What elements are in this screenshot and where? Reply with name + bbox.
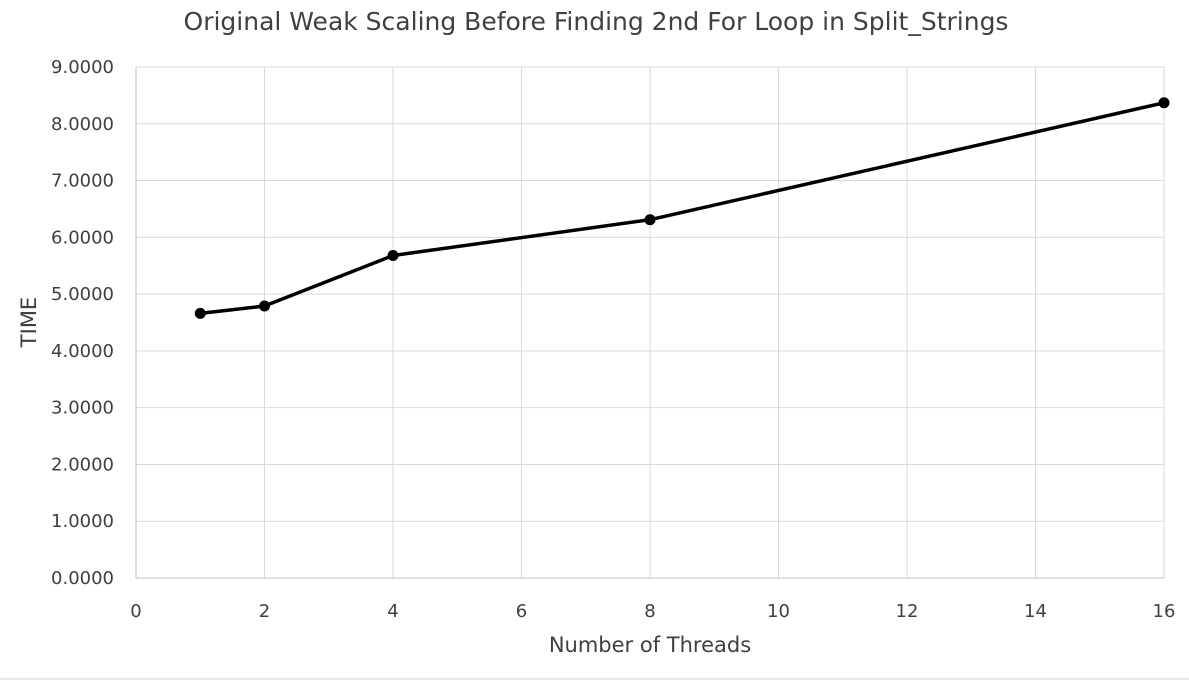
- x-tick-label: 6: [516, 601, 527, 622]
- series-layer: [194, 97, 1170, 319]
- x-tick-label: 14: [1024, 601, 1047, 622]
- y-tick-label: 6.0000: [51, 227, 114, 248]
- data-point: [644, 214, 656, 226]
- data-point: [194, 307, 206, 319]
- y-tick-label: 5.0000: [51, 284, 114, 305]
- grid-lines: [136, 66, 1165, 578]
- x-axis-title: Number of Threads: [549, 633, 751, 657]
- y-tick-label: 8.0000: [51, 114, 114, 135]
- y-tick-label: 4.0000: [51, 341, 114, 362]
- x-tick-label: 16: [1153, 601, 1176, 622]
- y-tick-label: 0.0000: [51, 568, 114, 589]
- y-tick-label: 9.0000: [51, 57, 114, 78]
- y-tick-label: 2.0000: [51, 454, 114, 475]
- y-axis-title: TIME: [17, 297, 41, 348]
- x-tick-label: 10: [767, 601, 790, 622]
- x-tick-label: 2: [259, 601, 270, 622]
- y-tick-label: 1.0000: [51, 511, 114, 532]
- series-line: [198, 101, 1166, 316]
- chart-title: Original Weak Scaling Before Finding 2nd…: [184, 7, 1009, 36]
- axes: 0.0000 1.0000 2.0000 3.0000 4.0000 5.0000 6.00…: [51, 57, 1175, 622]
- x-tick-label: 0: [130, 601, 141, 622]
- x-tick-label: 4: [387, 601, 398, 622]
- x-tick-label: 8: [644, 601, 655, 622]
- data-point: [1158, 97, 1170, 109]
- y-tick-label: 3.0000: [51, 398, 114, 419]
- data-point: [387, 250, 399, 262]
- y-tick-label: 7.0000: [51, 171, 114, 192]
- x-tick-label: 12: [896, 601, 919, 622]
- data-point: [259, 300, 270, 312]
